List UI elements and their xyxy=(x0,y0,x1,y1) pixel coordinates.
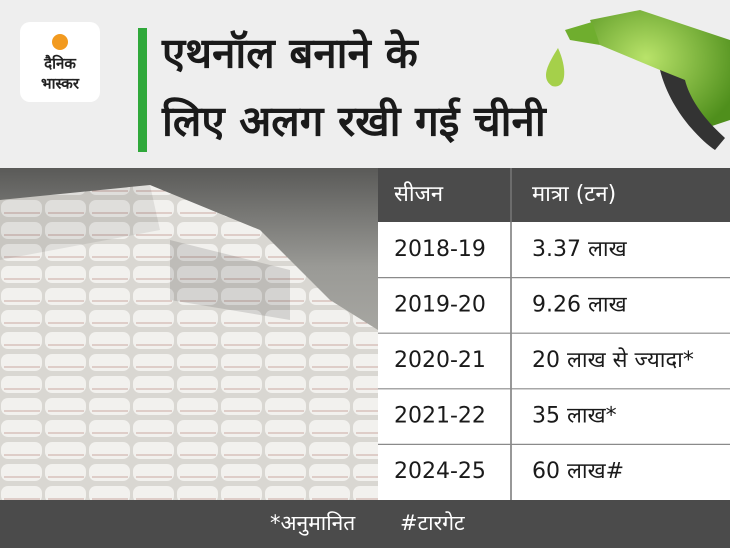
quantity-cell: 9.26 लाख xyxy=(532,292,628,317)
quantity-cell: 35 लाख* xyxy=(532,404,617,429)
quantity-cell: 60 लाख# xyxy=(532,459,624,484)
footnote: #टारगेट xyxy=(400,511,465,535)
title-line: एथनॉल बनाने के xyxy=(161,29,419,78)
logo-box xyxy=(20,22,100,102)
column-header: मात्रा (टन) xyxy=(532,182,616,207)
sugar-sacks-photo xyxy=(0,168,378,500)
season-cell: 2021-22 xyxy=(394,404,486,429)
fuel-nozzle-icon xyxy=(545,10,730,150)
quantity-cell: 20 लाख से ज्यादा* xyxy=(532,347,694,373)
table-header xyxy=(378,168,730,222)
table-body xyxy=(378,222,730,500)
column-header: सीजन xyxy=(394,181,444,207)
table: सीजन मात्रा (टन) xyxy=(378,168,730,500)
logo-sun xyxy=(52,34,68,50)
season-cell: 2019-20 xyxy=(394,292,486,317)
title-line: लिए अलग रखी गई चीनी xyxy=(161,97,548,146)
season-cell: 2018-19 xyxy=(394,237,486,262)
footnote: *अनुमानित xyxy=(270,511,356,536)
logo-text: भास्कर xyxy=(41,75,80,93)
season-cell: 2024-25 xyxy=(394,459,486,484)
logo-text: दैनिक xyxy=(43,55,77,73)
quantity-cell: 3.37 लाख xyxy=(532,237,628,262)
accent-bar xyxy=(138,28,147,152)
season-cell: 2020-21 xyxy=(394,348,486,373)
footer xyxy=(0,500,730,548)
